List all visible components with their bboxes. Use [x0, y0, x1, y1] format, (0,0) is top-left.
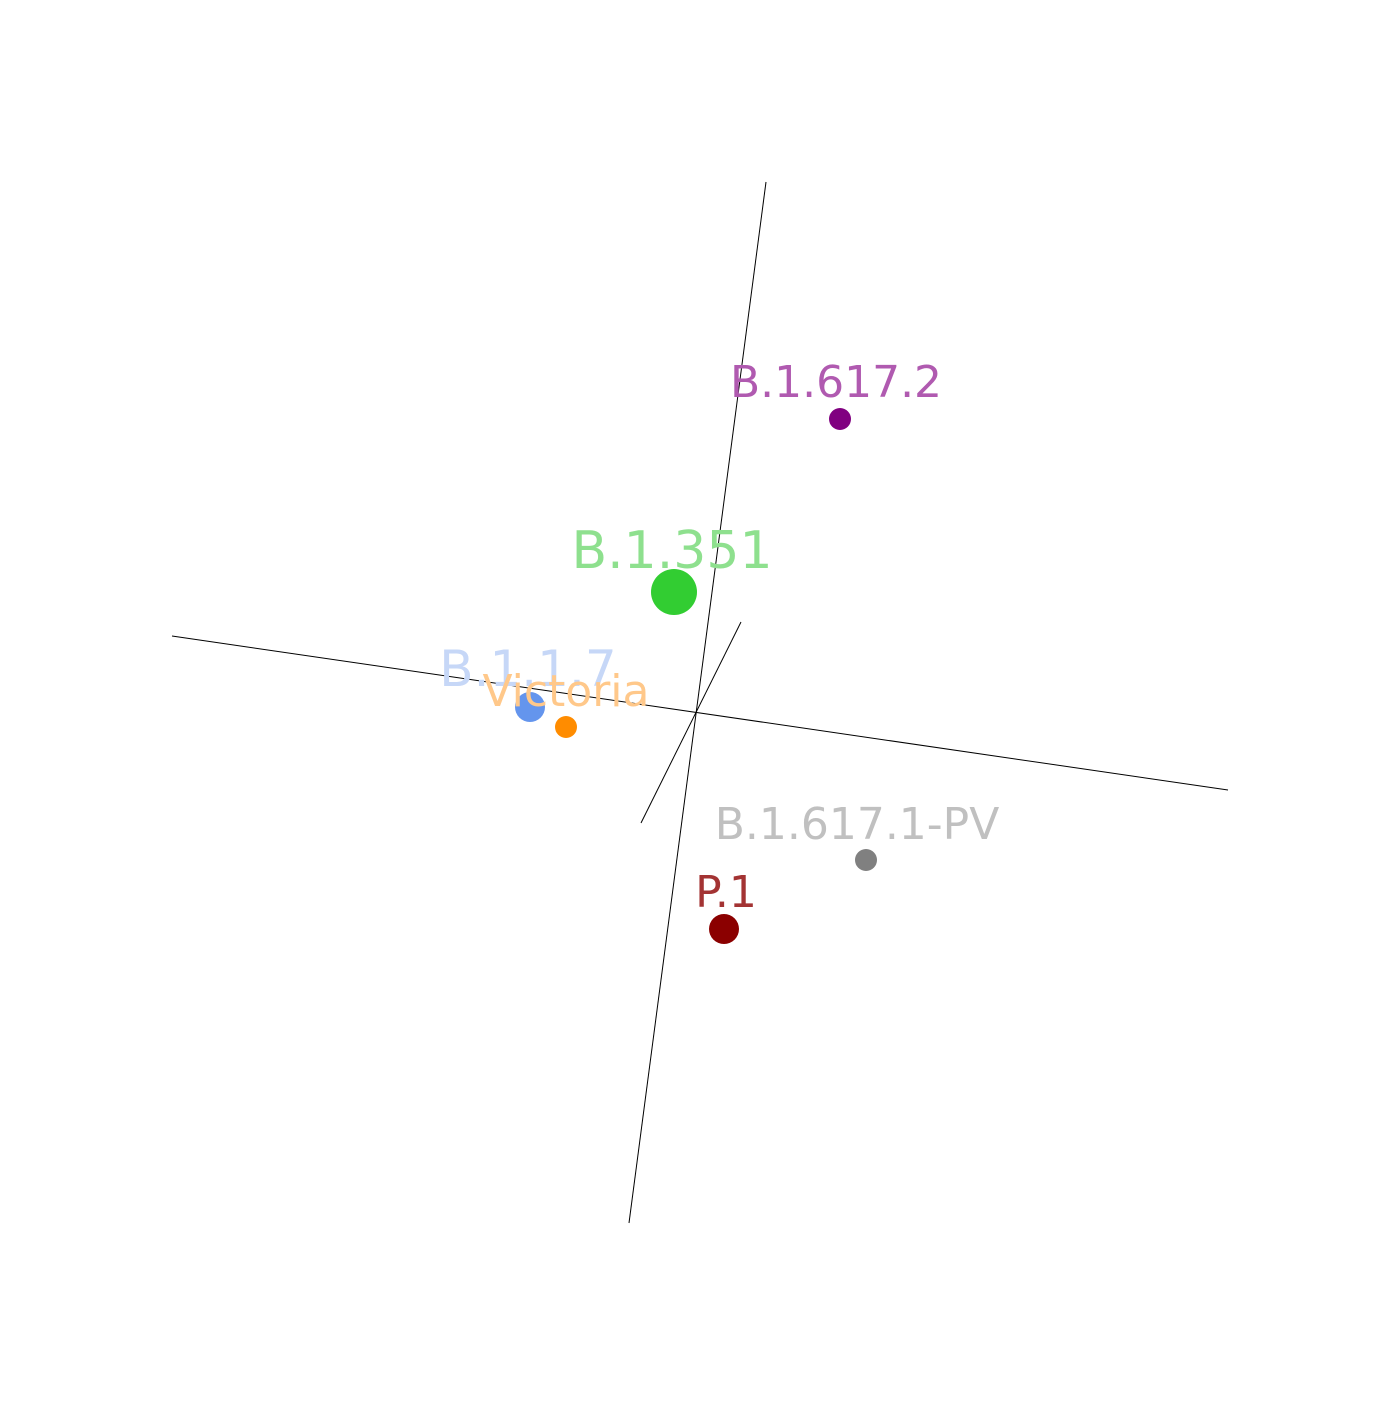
- point-label-b-1-617-1-pv: B.1.617.1-PV: [715, 799, 1000, 850]
- axis-line-3: [640, 621, 742, 824]
- point-b-1-351: [651, 569, 697, 615]
- point-b-1-617-2: [829, 408, 851, 430]
- axis-line-1: [171, 635, 1229, 791]
- point-victoria: [555, 716, 577, 738]
- point-b-1-617-1-pv: [855, 849, 877, 871]
- point-p-1: [709, 914, 739, 944]
- point-label-b-1-1-7: B.1.1.7: [439, 640, 616, 698]
- point-label-b-1-351: B.1.351: [571, 521, 772, 581]
- point-label-victoria: Victoria: [483, 666, 650, 717]
- axis-line-2: [628, 181, 767, 1224]
- point-label-p-1: P.1: [695, 867, 757, 918]
- points-layer: [515, 408, 877, 944]
- point-label-b-1-617-2: B.1.617.2: [730, 357, 942, 408]
- axes: [171, 181, 1229, 1224]
- point-b-1-1-7: [515, 692, 545, 722]
